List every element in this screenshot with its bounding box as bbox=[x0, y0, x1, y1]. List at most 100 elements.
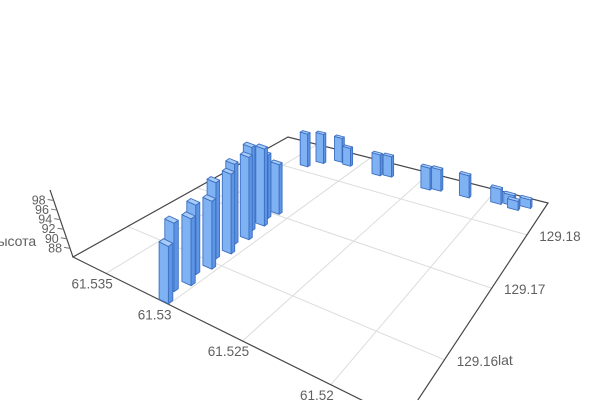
bar-top-face bbox=[202, 194, 217, 202]
bar-side-face bbox=[468, 173, 472, 199]
bar-top-face bbox=[519, 194, 533, 201]
bar-front-face bbox=[315, 131, 324, 164]
bar-top-face bbox=[342, 144, 354, 149]
bar-side-face bbox=[440, 167, 444, 192]
bar-front-face bbox=[371, 152, 381, 177]
bar-top-face bbox=[371, 150, 383, 156]
bar[interactable] bbox=[458, 170, 472, 199]
bar-front-face bbox=[270, 161, 280, 215]
bar-top-face bbox=[239, 151, 253, 158]
bar-top-face bbox=[206, 176, 221, 184]
bar-front-face bbox=[158, 241, 169, 305]
gridline-lon bbox=[168, 157, 371, 305]
bar-side-face bbox=[391, 154, 395, 178]
bar-top-face bbox=[490, 184, 503, 190]
bar-front-face bbox=[181, 214, 192, 287]
bar-top-face bbox=[503, 190, 517, 197]
bar-front-face bbox=[255, 145, 265, 227]
lat-tick-label: 129.18 bbox=[539, 229, 580, 244]
floor-grid bbox=[105, 144, 528, 386]
bar-side-face bbox=[190, 215, 196, 287]
bar-front-face bbox=[458, 172, 470, 199]
z-tick-label: 98 bbox=[32, 193, 46, 207]
lon-tick-label: 61.535 bbox=[71, 276, 112, 291]
bar-top-face bbox=[164, 215, 179, 224]
lon-tick-label: 61.525 bbox=[208, 344, 249, 359]
bar-top-face bbox=[382, 152, 395, 158]
floor-outline bbox=[71, 136, 549, 400]
gridline-lat bbox=[252, 156, 528, 236]
bar[interactable] bbox=[420, 163, 433, 191]
bar-side-face bbox=[211, 198, 217, 270]
bar-side-face bbox=[307, 132, 311, 168]
bar-side-face bbox=[248, 154, 253, 241]
bar-side-face bbox=[323, 132, 327, 164]
bar[interactable] bbox=[519, 194, 533, 209]
bar-side-face bbox=[263, 146, 268, 227]
z-tick-label: 88 bbox=[48, 241, 62, 255]
bar-top-face bbox=[458, 170, 472, 177]
bar-side-face bbox=[267, 152, 272, 219]
bar-side-face bbox=[278, 162, 283, 215]
bar-top-face bbox=[507, 196, 521, 202]
bar-side-face bbox=[195, 201, 201, 276]
lat-tick-label: 129.17 bbox=[504, 282, 545, 297]
bar[interactable] bbox=[315, 130, 327, 164]
bar-top-face bbox=[270, 159, 283, 166]
z-axis-title: высота bbox=[0, 233, 37, 249]
bar-front-face bbox=[239, 153, 250, 241]
lon-tick-label: 61.53 bbox=[138, 307, 172, 322]
bar-top-face bbox=[242, 141, 256, 148]
bar[interactable] bbox=[221, 167, 236, 255]
bar-side-face bbox=[215, 179, 221, 260]
z-tick-mark bbox=[47, 198, 54, 201]
bar-top-face bbox=[334, 134, 345, 139]
z-tick-mark bbox=[54, 218, 61, 221]
gridline-lat bbox=[127, 225, 445, 361]
lat-axis-ticks: 129.18 129.17 129.16 bbox=[457, 229, 581, 369]
bar[interactable] bbox=[431, 165, 444, 192]
bar[interactable] bbox=[490, 184, 503, 205]
lat-axis-title: lat bbox=[498, 352, 513, 368]
bar-top-face bbox=[255, 143, 268, 150]
bar-top-face bbox=[431, 165, 444, 171]
bar[interactable] bbox=[181, 211, 196, 287]
lat-tick-label: 129.16 bbox=[457, 354, 498, 369]
bar-top-face bbox=[181, 211, 196, 220]
lon-axis-ticks: 61.535 61.53 61.525 61.52 bbox=[71, 276, 333, 400]
z-tick-mark bbox=[50, 208, 58, 211]
gridline-lon bbox=[242, 172, 431, 342]
bar-side-face bbox=[379, 152, 383, 177]
z-tick-label: 90 bbox=[45, 232, 59, 246]
bar-front-face bbox=[299, 131, 309, 168]
bar-front-face bbox=[202, 196, 213, 270]
bar-front-face bbox=[431, 166, 442, 192]
bar[interactable] bbox=[270, 159, 283, 215]
bar-top-face bbox=[186, 198, 201, 206]
bar[interactable] bbox=[382, 152, 395, 178]
bar-top-face bbox=[299, 130, 311, 135]
z-axis-line bbox=[49, 189, 74, 258]
gridline-lon bbox=[330, 189, 497, 386]
bar-front-face bbox=[342, 145, 351, 167]
bar[interactable] bbox=[255, 143, 268, 227]
bar[interactable] bbox=[507, 196, 521, 211]
bar[interactable] bbox=[371, 150, 383, 177]
bar[interactable] bbox=[158, 238, 174, 305]
bar-front-face bbox=[334, 135, 343, 163]
bar-side-face bbox=[500, 187, 503, 205]
bars-group bbox=[158, 130, 533, 305]
bar-front-face bbox=[221, 170, 232, 255]
bar[interactable] bbox=[202, 194, 217, 270]
z-tick-mark bbox=[63, 246, 71, 249]
bar[interactable] bbox=[239, 151, 253, 241]
bar[interactable] bbox=[342, 144, 354, 167]
bar-side-face bbox=[230, 171, 236, 255]
bar[interactable] bbox=[299, 130, 311, 168]
bar-side-face bbox=[350, 146, 354, 167]
bar-side-face bbox=[167, 242, 174, 305]
bar-top-face bbox=[225, 158, 239, 165]
